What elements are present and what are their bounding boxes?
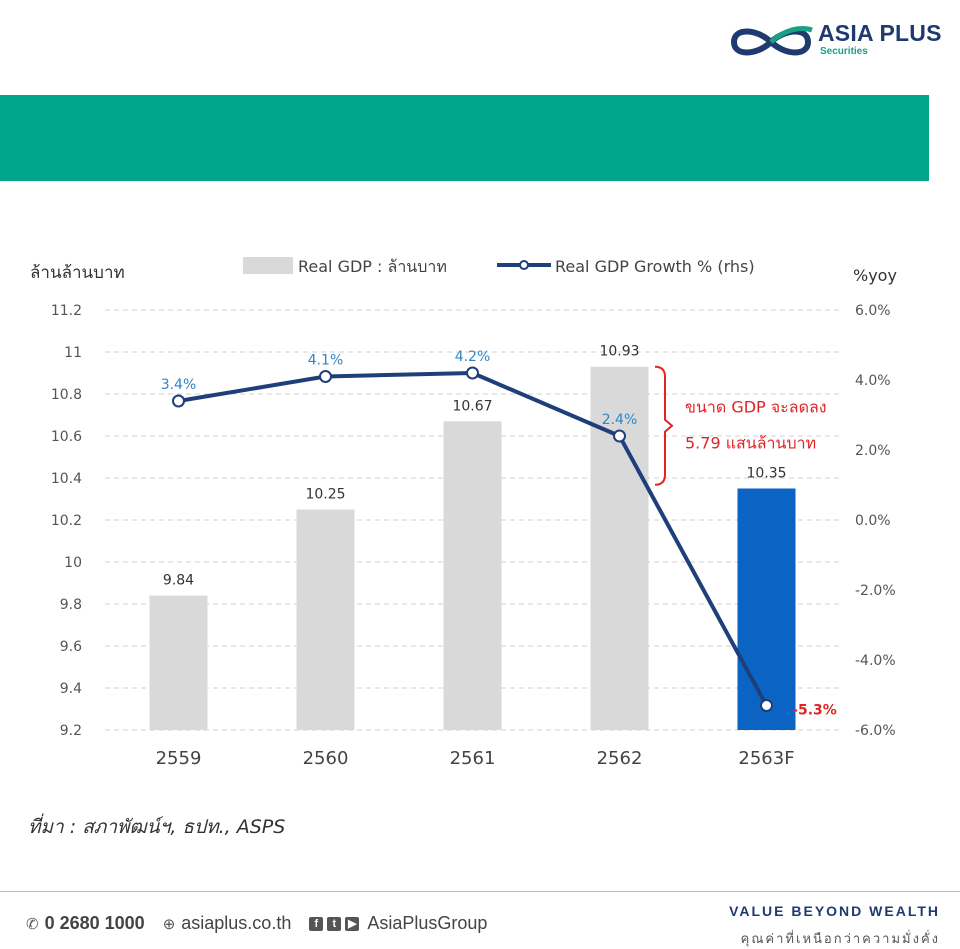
growth-value-label: 3.4% <box>161 377 197 393</box>
y-left-axis-title: ล้านล้านบาท <box>30 263 125 283</box>
brand-logo: ASIA PLUS Securities <box>726 18 946 62</box>
legend-line-marker <box>519 260 529 270</box>
x-tick-label: 2559 <box>156 748 202 769</box>
infinity-logo-icon <box>730 26 813 56</box>
gdp-bar <box>737 488 796 730</box>
axes: 11.2 11 10.8 10.6 10.4 10.2 10 9.8 9.6 9.4 9.2 6.0%… <box>30 263 897 769</box>
gdp-bar <box>149 595 208 730</box>
y-left-tick-label: 11.2 <box>51 303 82 319</box>
y-right-tick-label: 4.0% <box>855 373 891 389</box>
growth-point <box>760 699 773 712</box>
grid-lines <box>105 309 840 731</box>
y-left-tick-label: 9.2 <box>60 723 82 739</box>
website-link[interactable]: asiaplus.co.th <box>181 913 292 933</box>
bar-value-label: 9.84 <box>163 573 194 589</box>
growth-point <box>466 366 479 380</box>
y-right-tick-label: -2.0% <box>855 583 896 599</box>
data-labels: 9.84 10.25 10.67 10.93 10.35 3.4% 4.1% 4.2% 2.4%… <box>161 344 837 719</box>
legend-bar-swatch <box>243 257 293 274</box>
growth-point <box>319 370 332 383</box>
growth-value-label: 4.1% <box>308 353 344 369</box>
title-banner <box>0 95 929 181</box>
bar-value-label: 10.93 <box>599 344 639 360</box>
bar-value-label: 10.25 <box>305 487 345 503</box>
gdp-bar <box>296 509 355 730</box>
growth-value-label: 2.4% <box>602 412 638 428</box>
y-left-tick-label: 9.8 <box>60 597 82 613</box>
growth-point <box>172 394 185 408</box>
annotation-bracket <box>654 365 674 486</box>
bar-value-label: 10.35 <box>746 466 786 482</box>
brand-name: ASIA PLUS <box>818 20 942 46</box>
globe-icon: ⊕ <box>162 915 176 933</box>
annotation-line-2: 5.79 แสนล้านบาท <box>685 434 816 453</box>
bar-value-label: 10.67 <box>452 398 492 414</box>
y-left-tick-label: 10.8 <box>51 387 82 403</box>
growth-point <box>613 429 626 443</box>
phone-number[interactable]: 0 2680 1000 <box>44 913 145 933</box>
growth-value-label: -5.3% <box>792 703 837 719</box>
y-left-tick-label: 9.4 <box>60 681 82 697</box>
legend: Real GDP : ล้านบาท Real GDP Growth % (rhs… <box>243 257 755 276</box>
x-tick-label: 2561 <box>450 748 496 769</box>
annotation: ขนาด GDP จะลดลง 5.79 แสนล้านบาท <box>654 365 827 486</box>
y-left-tick-label: 10 <box>64 555 82 571</box>
y-left-tick-label: 10.2 <box>51 513 82 529</box>
social-handle[interactable]: AsiaPlusGroup <box>367 913 488 933</box>
y-right-tick-label: -6.0% <box>855 723 896 739</box>
y-right-tick-label: -4.0% <box>855 653 896 669</box>
twitter-icon[interactable]: t <box>327 916 342 931</box>
facebook-icon[interactable]: f <box>309 916 324 931</box>
legend-bar-label: Real GDP : ล้านบาท <box>298 257 447 276</box>
growth-value-label: 4.2% <box>455 349 491 365</box>
source-note: ที่มา : สภาพัฒน์ฯ, ธปท., ASPS <box>28 816 286 838</box>
bars <box>149 366 796 730</box>
y-left-tick-label: 9.6 <box>60 639 82 655</box>
annotation-line-1: ขนาด GDP จะลดลง <box>685 398 827 417</box>
x-tick-label: 2563F <box>738 748 794 769</box>
y-right-tick-label: 0.0% <box>855 513 891 529</box>
y-left-tick-label: 10.4 <box>51 471 82 487</box>
y-right-axis-title: %yoy <box>853 266 897 285</box>
tagline: VALUE BEYOND WEALTH <box>729 903 940 919</box>
gdp-bar <box>443 421 502 730</box>
tagline-thai: คุณค่าที่เหนือกว่าความมั่งคั่ง <box>740 932 940 947</box>
x-tick-label: 2560 <box>303 748 349 769</box>
y-left-tick-label: 10.6 <box>51 429 82 445</box>
footer-contact: ✆ 0 2680 1000 ⊕ asiaplus.co.th f t ▶ Asi… <box>26 913 505 934</box>
x-tick-label: 2562 <box>597 748 643 769</box>
y-left-tick-label: 11 <box>64 345 82 361</box>
legend-line-label: Real GDP Growth % (rhs) <box>555 257 755 276</box>
y-right-tick-label: 6.0% <box>855 303 891 319</box>
gdp-chart: 9.84 10.25 10.67 10.93 10.35 3.4% 4.1% 4.2% 2.4%… <box>30 257 897 769</box>
growth-line <box>172 366 773 712</box>
phone-icon: ✆ <box>26 915 39 933</box>
y-right-tick-label: 2.0% <box>855 443 891 459</box>
brand-sub: Securities <box>820 46 868 57</box>
youtube-icon[interactable]: ▶ <box>345 916 360 931</box>
footer-divider <box>0 891 960 892</box>
